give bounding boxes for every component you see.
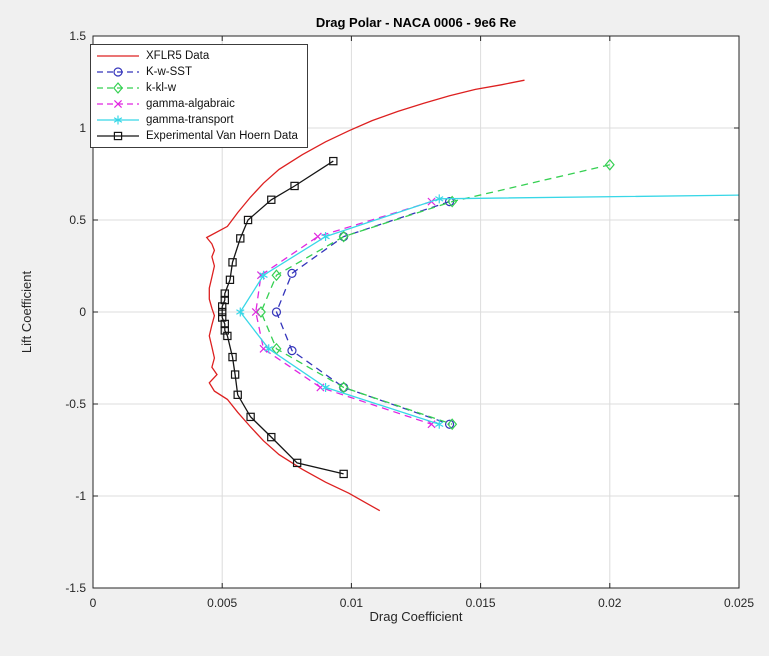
series-experimental-van-hoern-data [218, 156, 348, 479]
y-tick-label: 0 [79, 305, 86, 319]
asterisk-marker-icon [321, 232, 330, 242]
x-marker-icon [259, 344, 268, 353]
asterisk-marker-icon [113, 115, 123, 125]
x-marker-icon [113, 99, 123, 109]
series-gamma-transport-line [239, 194, 739, 425]
x-tick-label: 0 [90, 596, 97, 610]
diamond-marker-icon [271, 269, 282, 282]
square-marker-icon [218, 302, 227, 311]
legend-sample-gamma-algabraic [97, 99, 139, 109]
legend: XFLR5 Data K-w-SST k-kl-w gamma-algabraic ga… [90, 44, 308, 148]
circle-marker-icon [287, 346, 297, 356]
legend-item-gamma-transport: gamma-transport [96, 112, 298, 128]
y-tick-label: -0.5 [65, 397, 86, 411]
legend-sample-k-kl-w [97, 82, 139, 94]
square-marker-icon [230, 370, 240, 379]
circle-marker-icon [444, 419, 455, 429]
tick-marks [92, 35, 740, 589]
square-marker-icon [220, 289, 229, 298]
legend-sample-gamma-transport [97, 115, 139, 125]
legend-label: k-kl-w [146, 82, 177, 94]
legend-label: K-w-SST [146, 66, 192, 78]
diamond-marker-icon [113, 82, 123, 94]
circle-marker-icon [271, 307, 282, 317]
legend-item-k-w-sst: K-w-SST [96, 64, 298, 80]
y-tick-label: 1.5 [69, 29, 86, 43]
square-marker-icon [225, 275, 235, 285]
x-marker-icon [313, 232, 322, 241]
legend-sample-k-w-sst [97, 67, 139, 77]
legend-sample-xflr5-data [97, 55, 139, 57]
square-marker-icon [329, 156, 338, 166]
legend-label: gamma-transport [146, 114, 234, 126]
square-marker-icon [290, 181, 299, 191]
x-axis-label: Drag Coefficient [369, 609, 463, 624]
x-tick-label: 0.005 [207, 596, 237, 610]
y-tick-label: 0.5 [69, 213, 86, 227]
legend-item-experimental-van-hoern-data: Experimental Van Hoern Data [96, 128, 298, 144]
legend-item-xflr5-data: XFLR5 Data [96, 48, 298, 64]
x-tick-label: 0.015 [466, 596, 496, 610]
square-marker-icon [223, 331, 232, 341]
asterisk-marker-icon [264, 344, 273, 354]
legend-sample-experimental-van-hoern-data [97, 131, 139, 141]
series-k-w-sst-line [275, 200, 450, 425]
square-marker-icon [218, 307, 227, 317]
legend-label: gamma-algabraic [146, 98, 235, 110]
diamond-marker-icon [447, 195, 458, 208]
x-tick-label: 0.01 [340, 596, 364, 610]
circle-marker-icon [287, 268, 297, 278]
asterisk-marker-icon [435, 419, 444, 429]
square-marker-icon [220, 326, 229, 335]
legend-item-k-kl-w: k-kl-w [96, 80, 298, 96]
y-tick-label: -1 [75, 489, 86, 503]
series-xflr5-data-line [205, 79, 525, 512]
asterisk-marker-icon [259, 270, 268, 280]
square-marker-icon [236, 234, 245, 243]
square-marker-icon [292, 458, 302, 468]
square-marker-icon [246, 412, 255, 422]
square-marker-icon [218, 313, 227, 322]
square-marker-icon [228, 352, 237, 362]
series-k-kl-w-line [260, 164, 610, 425]
legend-item-gamma-algabraic: gamma-algabraic [96, 96, 298, 112]
chart-title: Drag Polar - NACA 0006 - 9e6 Re [315, 15, 517, 30]
y-axis-label: Lift Coefficient [19, 270, 34, 354]
x-tick-label: 0.02 [598, 596, 622, 610]
asterisk-marker-icon [435, 194, 444, 204]
square-marker-icon [267, 195, 276, 204]
square-marker-icon [233, 390, 242, 400]
diamond-marker-icon [338, 381, 349, 394]
square-marker-icon [228, 258, 237, 267]
square-marker-icon [243, 215, 253, 225]
y-tick-label: -1.5 [65, 581, 86, 595]
asterisk-marker-icon [236, 307, 245, 317]
legend-label: Experimental Van Hoern Data [146, 130, 298, 142]
diamond-marker-icon [447, 418, 458, 431]
legend-label: XFLR5 Data [146, 50, 210, 62]
square-marker-icon [220, 319, 229, 329]
series-gamma-transport [236, 194, 739, 429]
x-tick-label: 0.025 [724, 596, 754, 610]
y-tick-label: 1 [79, 121, 86, 135]
square-marker-icon [339, 469, 348, 479]
square-marker-icon [220, 295, 229, 305]
series-xflr5-data [205, 79, 525, 512]
diamond-marker-icon [604, 158, 615, 171]
circle-marker-icon [113, 67, 123, 77]
asterisk-marker-icon [321, 382, 330, 392]
diamond-marker-icon [338, 230, 349, 243]
square-marker-icon [113, 131, 123, 141]
series-experimental-van-hoern-data-line [221, 160, 344, 475]
square-marker-icon [267, 432, 276, 442]
x-marker-icon [251, 307, 260, 317]
